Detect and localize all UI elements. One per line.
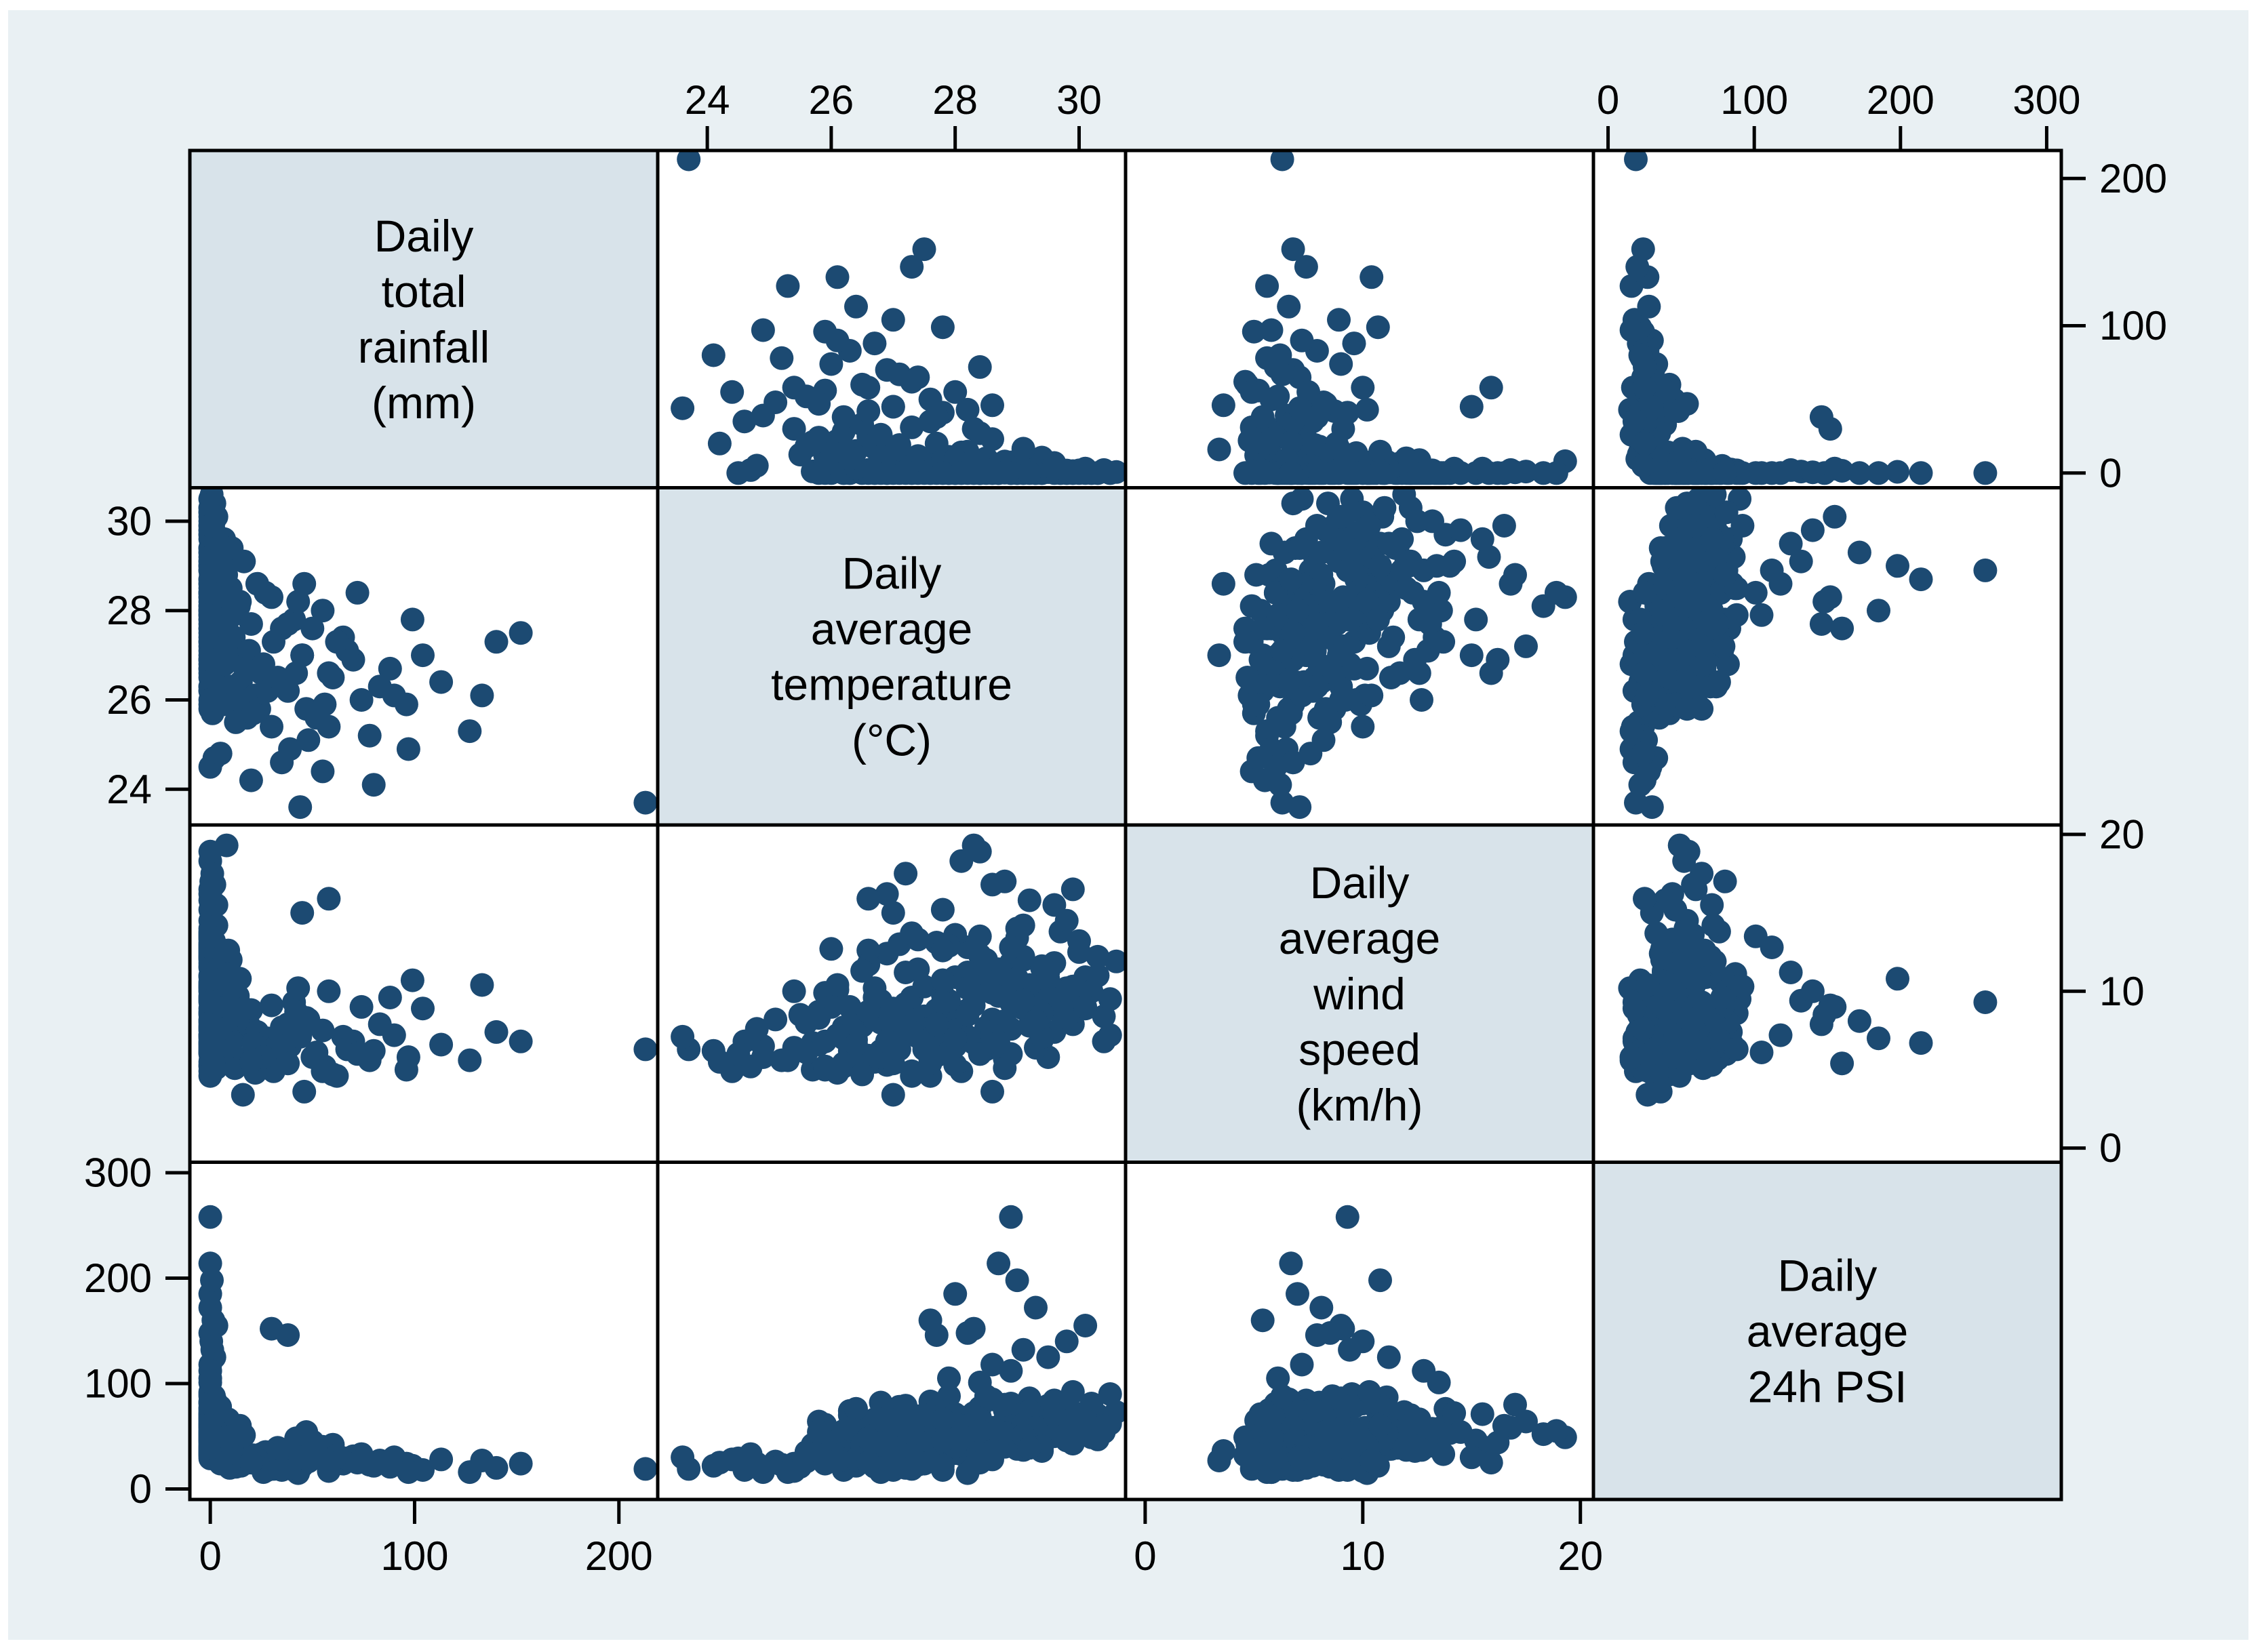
scatter-cell-r1c3: [1126, 150, 1593, 488]
tick-label-right-rainfall-100: 100: [2099, 303, 2167, 348]
tick-label-left-psi-300: 300: [84, 1150, 152, 1196]
tick-label-top-psi-0: 0: [1597, 77, 1619, 123]
tick-label-right-rainfall-200: 200: [2099, 156, 2167, 201]
tick-label-right-windspeed-20: 20: [2099, 811, 2145, 857]
diagonal-cell-windspeed: [1126, 825, 1593, 1163]
tick-label-bottom-windspeed-20: 20: [1557, 1533, 1603, 1579]
points-r1c3: [1207, 150, 1577, 485]
diagonal-label-rainfall: Daily total rainfall (mm): [358, 211, 490, 428]
points-r2c4: [1618, 487, 1998, 820]
points-r2c3: [1207, 487, 1577, 820]
diagonal-label-windspeed: Daily average wind speed (km/h): [1279, 858, 1441, 1130]
points-r4c2: [671, 1205, 1126, 1485]
tick-label-left-temperature-26: 26: [106, 677, 152, 723]
tick-label-top-temperature-26: 26: [809, 77, 854, 123]
scatter-cell-r3c1: [190, 825, 658, 1163]
tick-label-right-rainfall-0: 0: [2099, 450, 2122, 496]
tick-label-left-psi-100: 100: [84, 1361, 152, 1406]
tick-label-right-windspeed-10: 10: [2099, 969, 2145, 1014]
points-r1c2: [671, 150, 1126, 485]
tick-label-top-psi-200: 200: [1867, 77, 1934, 123]
tick-label-left-temperature-28: 28: [106, 588, 152, 633]
tick-label-top-temperature-24: 24: [685, 77, 730, 123]
points-r2c1: [198, 487, 658, 820]
diagonal-label-psi: Daily average 24h PSI: [1747, 1250, 1909, 1411]
tick-label-bottom-rainfall-0: 0: [199, 1533, 221, 1579]
cell-border: [1591, 1161, 2063, 1502]
diagonal-label-temperature: Daily average temperature (°C): [771, 548, 1012, 765]
points-r3c2: [671, 833, 1126, 1107]
points-r1c4: [1618, 150, 1998, 485]
tick-label-right-windspeed-0: 0: [2099, 1125, 2122, 1171]
tick-label-bottom-windspeed-0: 0: [1134, 1533, 1156, 1579]
tick-label-top-temperature-28: 28: [932, 77, 978, 123]
points-r4c1: [198, 1205, 658, 1485]
points-r4c3: [1207, 1205, 1577, 1485]
tick-label-top-temperature-30: 30: [1056, 77, 1102, 123]
diagonal-cell-psi: [1593, 1162, 2061, 1499]
tick-label-top-psi-300: 300: [2012, 77, 2080, 123]
diagonal-cell-temperature: [658, 487, 1126, 825]
points-r3c1: [198, 833, 658, 1107]
tick-label-left-temperature-24: 24: [106, 767, 152, 812]
tick-label-left-psi-200: 200: [84, 1255, 152, 1301]
diagonal-cell-rainfall: [190, 150, 658, 488]
tick-label-bottom-rainfall-100: 100: [380, 1533, 448, 1579]
points-r3c4: [1618, 833, 1998, 1107]
tick-label-left-psi-0: 0: [130, 1466, 152, 1512]
tick-label-left-temperature-30: 30: [106, 498, 152, 544]
tick-label-top-psi-100: 100: [1720, 77, 1788, 123]
tick-label-bottom-rainfall-200: 200: [585, 1533, 653, 1579]
tick-label-bottom-windspeed-10: 10: [1340, 1533, 1385, 1579]
